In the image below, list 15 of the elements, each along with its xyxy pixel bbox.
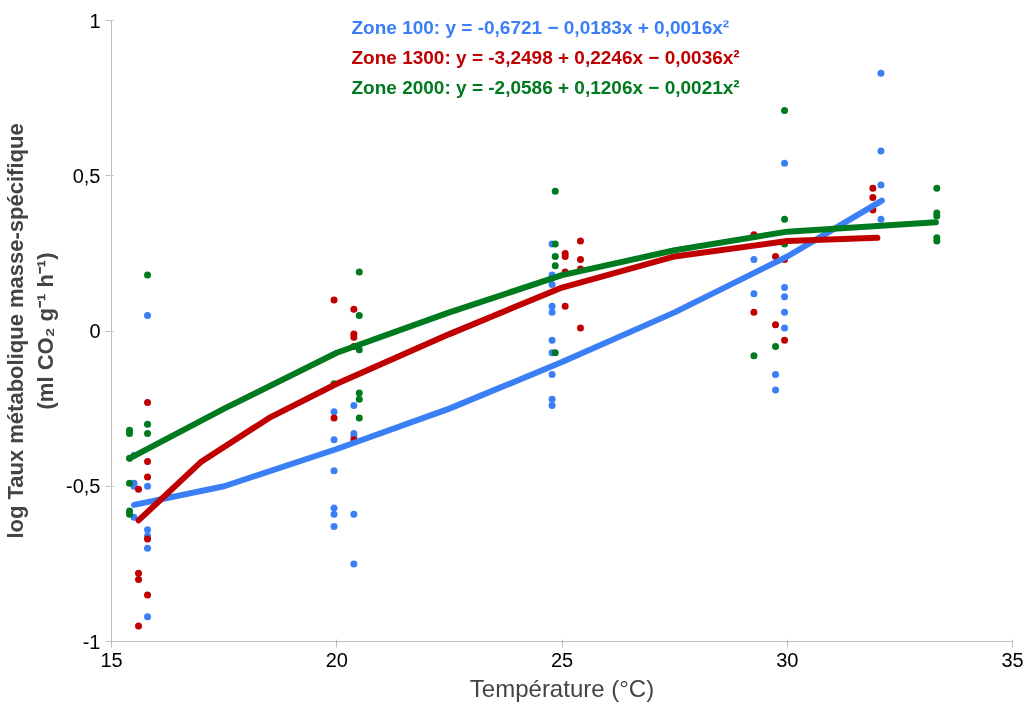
y-tick-label: 0 [89, 320, 101, 342]
x-tick-label: 20 [325, 648, 348, 671]
y-tick-label: 0,5 [72, 164, 101, 187]
annotation: Zone 1300: y = -3,2498 + 0,2246x − 0,0036x² [351, 46, 740, 68]
y-tick-label: -1 [82, 630, 101, 653]
x-tick-label: 35 [1001, 648, 1024, 671]
y-tick-label: 1 [89, 9, 101, 32]
x-tick-label: 15 [100, 648, 123, 671]
annotation: Zone 2000: y = -2,0586 + 0,1206x − 0,0021x² [351, 76, 740, 98]
x-tick-label: 25 [550, 648, 574, 671]
annotation: Zone 100: y = -0,6721 − 0,0183x + 0,0016x² [351, 16, 730, 38]
x-tick-label: 30 [776, 648, 799, 671]
y-tick-label: -0,5 [66, 475, 101, 498]
x-axis-title: Température (°C) [469, 674, 655, 702]
y-axis-title: log Taux métabolique masse-spécifique (ml CO₂ g⁻¹ h⁻¹) [3, 123, 59, 539]
